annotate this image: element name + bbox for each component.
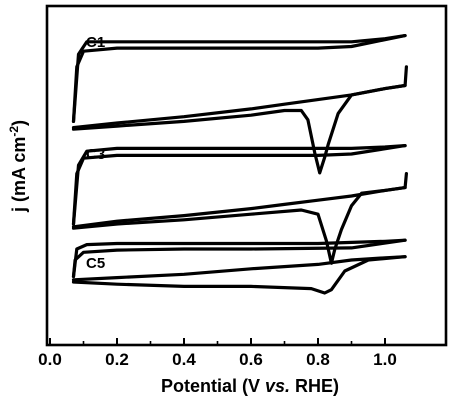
- series-c3-anodic: [71, 144, 407, 226]
- series-c5-cathodic: [71, 238, 407, 279]
- series-c1-cathodic: [71, 34, 407, 123]
- curve-label-c5: C5: [86, 255, 105, 272]
- series-c3: [71, 144, 408, 265]
- series-c5-orr-scan: [71, 255, 407, 295]
- curve-label-c1: C1: [86, 34, 105, 51]
- series-c1: [71, 34, 408, 175]
- series-c5-anodic: [71, 238, 407, 279]
- x-tick-label: 0.2: [105, 350, 129, 369]
- series-c1-anodic: [71, 34, 407, 123]
- plot-frame: [45, 4, 448, 347]
- x-tick-label: 0.0: [38, 350, 62, 369]
- series-c1-reverse-anodic: [71, 65, 408, 130]
- curve-label-c3: C3: [86, 146, 105, 163]
- series-c5-reverse-anodic: [71, 255, 407, 282]
- curves: [71, 34, 408, 295]
- x-axis-title: Potential (V vs. RHE): [161, 376, 339, 396]
- series-c1-orr-scan: [71, 83, 407, 175]
- x-tick-label: 0.6: [239, 350, 263, 369]
- x-ticks: [49, 338, 386, 345]
- x-tick-labels: 0.0 0.2 0.4 0.6 0.8 1.0: [38, 350, 397, 369]
- x-tick-label: 1.0: [373, 350, 397, 369]
- series-c3-cathodic: [71, 144, 407, 226]
- x-tick-label: 0.4: [172, 350, 196, 369]
- y-axis-title: j (mA cm-2): [7, 120, 29, 213]
- series-c5: [71, 238, 407, 295]
- x-tick-label: 0.8: [306, 350, 330, 369]
- series-c3-orr-scan: [71, 186, 407, 265]
